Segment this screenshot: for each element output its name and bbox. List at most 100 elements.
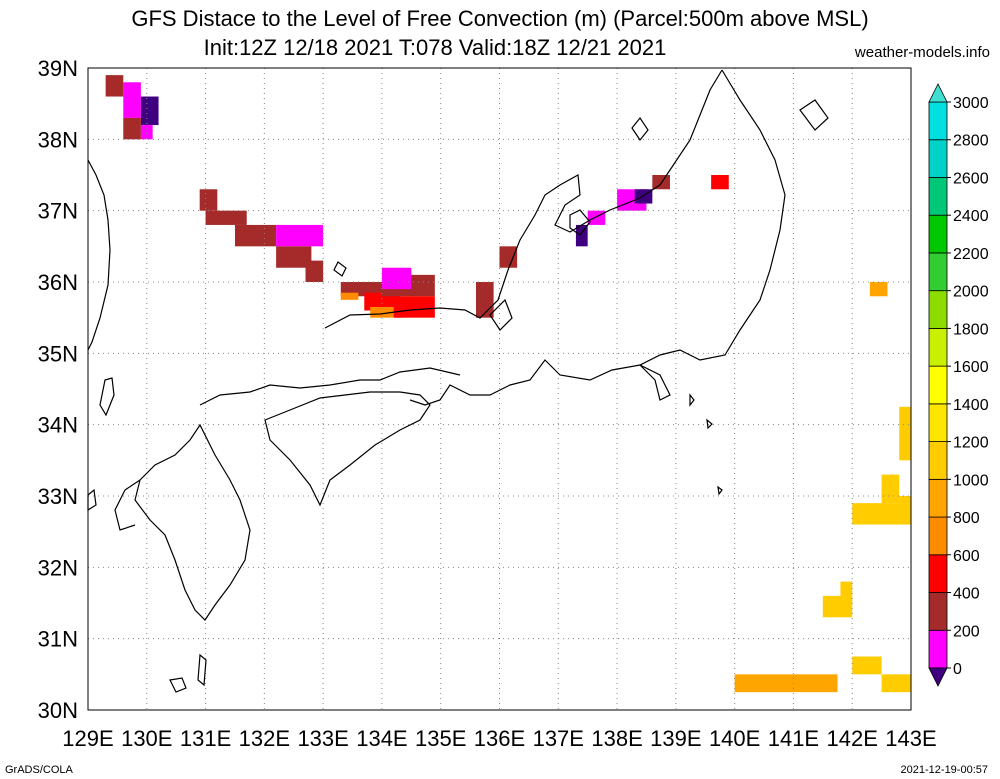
field-cell [575, 224, 588, 247]
lat-tick-label: 38N [38, 127, 78, 152]
field-cell [652, 175, 670, 190]
coastline [409, 69, 786, 406]
field-cell [899, 496, 911, 511]
colorbar-segment [928, 441, 948, 480]
colorbar-label: 200 [953, 623, 980, 640]
colorbar-segment [928, 290, 948, 329]
lat-tick-label: 33N [38, 484, 78, 509]
coastline [333, 261, 347, 277]
colorbar-segment [928, 177, 948, 216]
field-cell [393, 296, 435, 318]
field-cell [711, 175, 729, 190]
colorbar-label: 1200 [953, 435, 989, 452]
colorbar-label: 1800 [953, 321, 989, 338]
lat-tick-label: 36N [38, 270, 78, 295]
colorbar-segment [928, 516, 948, 556]
coastline [87, 488, 97, 512]
colorbar-segment [928, 214, 948, 254]
lon-tick-label: 137E [533, 726, 584, 751]
coastline [134, 423, 251, 621]
field-cell [852, 656, 882, 675]
coastline [87, 159, 111, 351]
colorbar-label: 2000 [953, 284, 989, 301]
field-cell [199, 189, 218, 211]
field-cell [234, 224, 277, 247]
lon-tick-label: 134E [356, 726, 407, 751]
field-cell [734, 674, 838, 693]
coastlines [87, 69, 829, 693]
field-cell [123, 117, 141, 140]
lon-tick-label: 132E [239, 726, 290, 751]
colorbar-min-arrow [928, 667, 948, 687]
coastline [639, 364, 671, 401]
coastline [689, 393, 695, 407]
colorbar-label: 1000 [953, 472, 989, 489]
field-cell [140, 125, 153, 140]
coastline [114, 479, 141, 531]
lon-tick-label: 136E [474, 726, 525, 751]
colorbar-max-arrow [928, 83, 948, 103]
colorbar-label: 600 [953, 548, 980, 565]
footer-timestamp: 2021-12-19-00:57 [900, 764, 988, 776]
colorbar-segment [928, 592, 948, 631]
colorbar-label: 0 [953, 661, 962, 678]
field-cell [881, 674, 911, 693]
footer-software: GrADS/COLA [5, 764, 73, 776]
lon-tick-label: 135E [415, 726, 466, 751]
lat-tick-label: 32N [38, 555, 78, 580]
lon-tick-label: 131E [180, 726, 231, 751]
colorbar-label: 1600 [953, 359, 989, 376]
colorbar-segment [928, 327, 948, 367]
lat-tick-label: 31N [38, 627, 78, 652]
field-cell [305, 260, 324, 282]
lon-tick-label: 129E [62, 726, 113, 751]
field-cell [881, 474, 900, 504]
field-cell [370, 306, 406, 318]
field-cell [276, 224, 324, 247]
coastline [717, 485, 723, 496]
field-cell [340, 292, 359, 300]
colorbar-label: 3000 [953, 95, 989, 112]
field-cell [140, 96, 159, 126]
coastline [799, 99, 829, 131]
lon-tick-label: 143E [885, 726, 936, 751]
field-cell [381, 267, 412, 290]
lon-tick-label: 142E [827, 726, 878, 751]
map-frame [87, 67, 912, 711]
colorbar-label: 2200 [953, 246, 989, 263]
map-title: GFS Distace to the Level of Free Convect… [131, 6, 869, 31]
longitude-labels: 129E 130E 131E 132E 133E 134E 135E 136E 137E 138E… [62, 726, 936, 751]
coastline [489, 298, 513, 331]
field-cell [840, 581, 853, 603]
colorbar-segment [928, 365, 948, 405]
lon-tick-label: 138E [591, 726, 642, 751]
latitude-labels: 30N 31N 32N 33N 34N 35N 36N 37N 38N 39N [38, 56, 78, 723]
lon-tick-label: 130E [121, 726, 172, 751]
colorbar-segment [928, 554, 948, 593]
coastline [197, 653, 207, 687]
field-cells [105, 75, 911, 693]
lat-tick-label: 34N [38, 413, 78, 438]
field-cell [899, 406, 911, 461]
colorbar-segment [928, 403, 948, 443]
colorbar: 0 200 400 600 800 1000 1200 1400 1600 1800 2000 220… [928, 83, 989, 687]
field-cell [852, 503, 911, 525]
lon-tick-label: 141E [768, 726, 819, 751]
field-cell [123, 82, 141, 118]
field-cell [364, 292, 400, 311]
coastline [99, 377, 115, 417]
lon-tick-label: 133E [297, 726, 348, 751]
colorbar-label: 2400 [953, 208, 989, 225]
field-cell [587, 210, 606, 225]
coastline [199, 367, 461, 406]
lon-tick-label: 140E [709, 726, 760, 751]
lat-tick-label: 30N [38, 698, 78, 723]
coastline [706, 418, 713, 430]
field-cell [205, 210, 247, 225]
lat-tick-label: 39N [38, 56, 78, 81]
colorbar-label: 1400 [953, 397, 989, 414]
colorbar-segment [928, 252, 948, 292]
colorbar-segment [928, 478, 948, 518]
colorbar-label: 2600 [953, 170, 989, 187]
